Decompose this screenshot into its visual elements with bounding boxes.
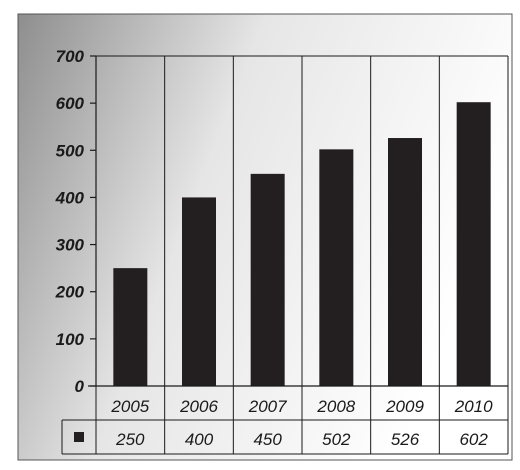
data-label: 602 bbox=[459, 430, 488, 449]
data-table: 2005 250 2006 400 2007 450 2008 502 2009 526 2010 6… bbox=[61, 386, 508, 455]
data-label: 526 bbox=[391, 430, 420, 449]
axes bbox=[88, 55, 509, 454]
y-tick-label: 200 bbox=[55, 283, 85, 302]
bar-2005 bbox=[113, 268, 148, 386]
y-axis-ticks: 0 100 200 300 400 500 600 700 bbox=[55, 47, 96, 396]
x-tick-label: 2006 bbox=[179, 397, 218, 416]
y-tick-label: 300 bbox=[56, 236, 85, 255]
y-tick-label: 100 bbox=[56, 330, 85, 349]
y-tick-label: 500 bbox=[56, 141, 85, 160]
bars bbox=[113, 102, 491, 386]
data-label: 450 bbox=[253, 430, 282, 449]
bar-2006 bbox=[182, 197, 216, 386]
x-tick-label: 2009 bbox=[385, 397, 424, 416]
bar-2007 bbox=[250, 173, 285, 386]
data-label: 502 bbox=[322, 430, 351, 449]
y-tick-label: 0 bbox=[75, 377, 85, 396]
data-label: 400 bbox=[185, 430, 214, 449]
x-tick-label: 2008 bbox=[316, 397, 355, 416]
bar-2009 bbox=[388, 138, 422, 386]
bar-2008 bbox=[319, 149, 354, 386]
x-tick-label: 2005 bbox=[110, 397, 149, 416]
data-label: 250 bbox=[115, 430, 145, 449]
x-tick-label: 2007 bbox=[248, 397, 287, 416]
bar-2010 bbox=[456, 102, 491, 386]
vertical-gridlines bbox=[164, 56, 440, 454]
y-tick-label: 600 bbox=[56, 94, 85, 113]
y-tick-label: 400 bbox=[55, 188, 85, 207]
y-tick-label: 700 bbox=[56, 47, 85, 66]
x-tick-label: 2010 bbox=[454, 397, 493, 416]
legend-key-square bbox=[74, 432, 84, 442]
